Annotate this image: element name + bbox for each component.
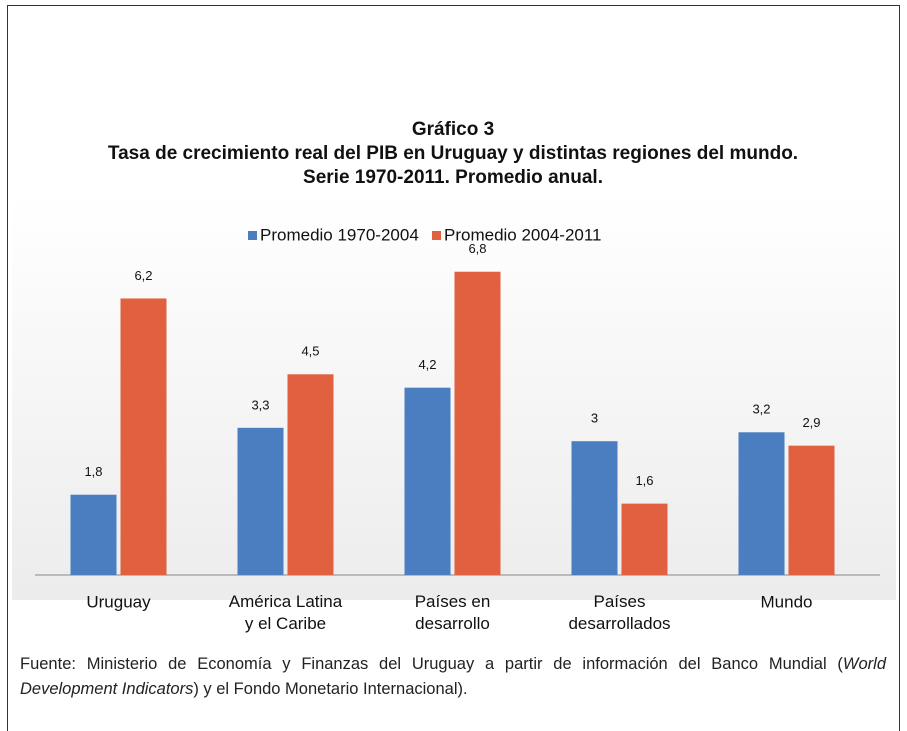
x-tick-label: Uruguay (86, 592, 151, 611)
data-label: 4,5 (301, 344, 319, 359)
legend-swatch (432, 231, 441, 240)
data-label: 2,9 (802, 415, 820, 430)
source-text: Fuente: Ministerio de Economía y Finanza… (20, 655, 843, 673)
data-label: 6,2 (134, 268, 152, 283)
x-tick-label: Mundo (761, 592, 813, 611)
data-label: 3 (591, 411, 598, 426)
bar (738, 432, 785, 575)
legend-swatch (248, 231, 257, 240)
bar (120, 298, 167, 575)
data-label: 4,2 (418, 357, 436, 372)
bar (621, 503, 668, 575)
bar (571, 441, 618, 575)
data-label: 1,6 (635, 473, 653, 488)
x-tick-label: Países en desarrollo (415, 592, 491, 633)
source-text: ) y el Fondo Monetario Internacional). (193, 680, 468, 698)
x-tick-label: Países desarrollados (568, 592, 670, 633)
bar (287, 374, 334, 575)
data-label: 3,3 (251, 397, 269, 412)
data-label: 6,8 (468, 241, 486, 256)
bar (788, 445, 835, 575)
bar (454, 271, 501, 575)
source-note: Fuente: Ministerio de Economía y Finanza… (20, 652, 886, 702)
chart-subtitle: Serie 1970-2011. Promedio anual. (303, 167, 603, 188)
chart-title: Gráfico 3 (412, 119, 494, 140)
chart-subtitle: Tasa de crecimiento real del PIB en Urug… (108, 143, 798, 164)
frame (7, 5, 900, 731)
legend-label: Promedio 2004-2011 (444, 225, 602, 244)
bar (70, 494, 117, 575)
data-label: 3,2 (752, 402, 770, 417)
data-label: 1,8 (84, 464, 102, 479)
legend-label: Promedio 1970-2004 (260, 225, 419, 244)
source-italic: World Development Indicators (20, 655, 886, 698)
x-tick-label: América Latina y el Caribe (229, 592, 343, 633)
bar (404, 387, 451, 575)
bar (237, 427, 284, 575)
